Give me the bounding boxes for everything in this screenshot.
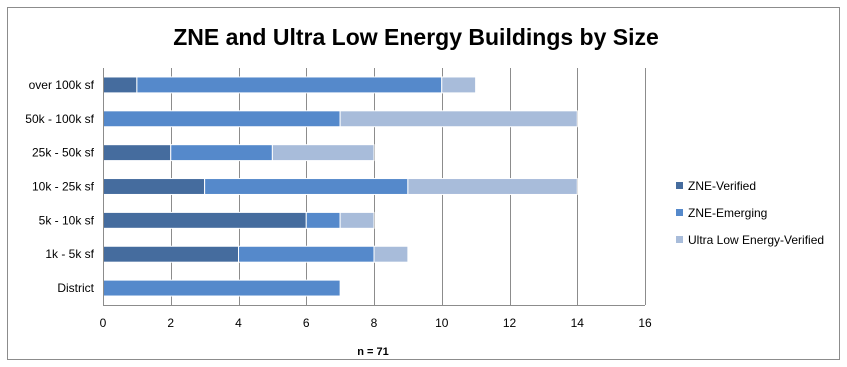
bar-25k-50k-sf-series-1 xyxy=(102,144,172,162)
chart-title: ZNE and Ultra Low Energy Buildings by Si… xyxy=(173,24,659,50)
x-tick-label: 4 xyxy=(235,316,242,330)
category-label: 5k - 10k sf xyxy=(39,213,95,227)
legend-swatch xyxy=(676,182,683,189)
bar-over-100k-sf-series-1 xyxy=(102,76,138,94)
bars xyxy=(102,76,578,297)
legend-swatch xyxy=(676,209,683,216)
x-axis-label: n = 71 xyxy=(357,346,389,358)
bar-10k-25k-sf-series-1 xyxy=(102,178,206,195)
category-label: 25k - 50k sf xyxy=(32,146,95,160)
x-tick-label: 2 xyxy=(167,316,174,330)
category-label: 10k - 25k sf xyxy=(32,180,95,194)
x-tick-label: 12 xyxy=(503,316,517,330)
legend-swatch xyxy=(676,236,683,243)
category-label: 1k - 5k sf xyxy=(45,247,94,261)
x-tick-label: 6 xyxy=(303,316,310,330)
legend-label: Ultra Low Energy-Verified xyxy=(688,233,824,247)
legend: ZNE-Verified ZNE-Emerging Ultra Low Energy… xyxy=(676,179,824,247)
bar-50k-100k-sf-series-2 xyxy=(102,110,341,128)
category-label: over 100k sf xyxy=(29,78,95,92)
legend-label: ZNE-Verified xyxy=(688,179,756,193)
bar-over-100k-sf-series-2 xyxy=(136,76,443,94)
bar-5k-10k-sf-series-3 xyxy=(339,211,375,229)
category-label: District xyxy=(57,281,94,295)
bar-1k-5k-sf-series-1 xyxy=(102,245,239,263)
bar-1k-5k-sf-series-2 xyxy=(238,245,375,263)
x-tick-label: 0 xyxy=(100,316,107,330)
bar-10k-25k-sf-series-2 xyxy=(204,178,409,195)
category-label: 50k - 100k sf xyxy=(25,112,94,126)
axes xyxy=(103,68,645,306)
bar-over-100k-sf-series-3 xyxy=(441,76,477,94)
bar-25k-50k-sf-series-2 xyxy=(170,144,273,162)
x-tick-label: 14 xyxy=(571,316,585,330)
x-tick-label: 8 xyxy=(371,316,378,330)
category-labels: over 100k sf 50k - 100k sf 25k - 50k sf 10k… xyxy=(25,78,94,295)
bar-1k-5k-sf-series-3 xyxy=(373,245,409,263)
bar-district-series-2 xyxy=(102,279,341,297)
bar-50k-100k-sf-series-3 xyxy=(339,110,578,128)
legend-label: ZNE-Emerging xyxy=(688,206,767,220)
x-tick-label: 10 xyxy=(435,316,449,330)
bar-5k-10k-sf-series-2 xyxy=(305,211,341,229)
bar-5k-10k-sf-series-1 xyxy=(102,211,307,229)
x-tick-labels: 0 2 4 6 8 10 12 14 16 xyxy=(100,316,652,330)
bar-25k-50k-sf-series-3 xyxy=(271,144,375,162)
bar-10k-25k-sf-series-3 xyxy=(407,178,578,195)
x-tick-label: 16 xyxy=(638,316,652,330)
